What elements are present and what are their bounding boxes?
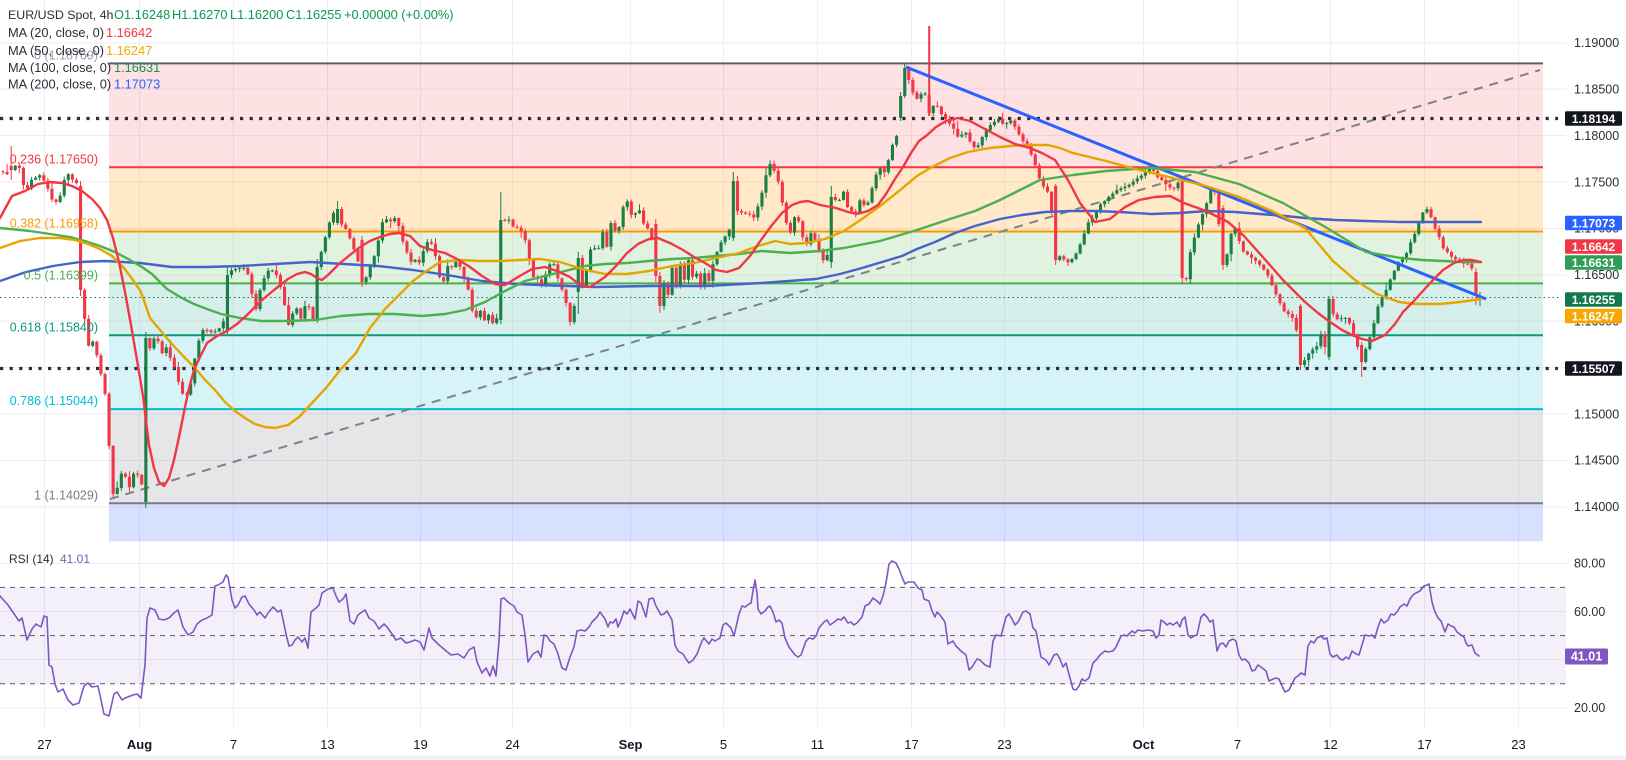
- svg-text:MA (20, close, 0): MA (20, close, 0): [8, 25, 104, 40]
- svg-text:1.18194: 1.18194: [1572, 112, 1616, 126]
- svg-text:MA (200, close, 0): MA (200, close, 0): [8, 77, 111, 92]
- svg-text:41.01: 41.01: [60, 552, 90, 566]
- svg-text:1.16631: 1.16631: [114, 60, 160, 75]
- svg-text:L1.16200: L1.16200: [230, 7, 283, 22]
- svg-text:1.14000: 1.14000: [1574, 500, 1619, 514]
- svg-text:1.18000: 1.18000: [1574, 129, 1619, 143]
- svg-text:1.19000: 1.19000: [1574, 36, 1619, 50]
- svg-text:13: 13: [320, 737, 334, 752]
- svg-text:1.18500: 1.18500: [1574, 83, 1619, 97]
- svg-text:1.15507: 1.15507: [1572, 362, 1616, 376]
- svg-text:12: 12: [1323, 737, 1337, 752]
- svg-text:41.01: 41.01: [1571, 650, 1602, 664]
- svg-text:17: 17: [1417, 737, 1431, 752]
- svg-text:Sep: Sep: [619, 737, 643, 752]
- svg-text:1.16500: 1.16500: [1574, 268, 1619, 282]
- svg-text:1.16255: 1.16255: [1572, 293, 1616, 307]
- svg-text:1.17073: 1.17073: [1572, 216, 1616, 230]
- svg-text:23: 23: [1511, 737, 1525, 752]
- svg-text:H1.16270: H1.16270: [172, 7, 228, 22]
- svg-text:1.17073: 1.17073: [114, 77, 160, 92]
- svg-text:7: 7: [230, 737, 237, 752]
- svg-text:80.00: 80.00: [1574, 557, 1605, 571]
- svg-text:0 (1.18769): 0 (1.18769): [34, 48, 98, 62]
- svg-text:1 (1.14029): 1 (1.14029): [34, 488, 98, 502]
- svg-text:Oct: Oct: [1133, 737, 1155, 752]
- svg-text:0.618 (1.15840): 0.618 (1.15840): [10, 320, 98, 334]
- svg-text:7: 7: [1234, 737, 1241, 752]
- svg-text:11: 11: [811, 737, 825, 752]
- svg-text:23: 23: [997, 737, 1011, 752]
- svg-text:1.16247: 1.16247: [106, 43, 152, 58]
- svg-text:1.16642: 1.16642: [106, 25, 152, 40]
- svg-text:+0.00000 (+0.00%): +0.00000 (+0.00%): [344, 7, 454, 22]
- svg-text:17: 17: [904, 737, 918, 752]
- svg-text:0.786 (1.15044): 0.786 (1.15044): [10, 394, 98, 408]
- svg-text:RSI (14): RSI (14): [9, 552, 54, 566]
- svg-text:1.15000: 1.15000: [1574, 407, 1619, 421]
- svg-text:C1.16255: C1.16255: [286, 7, 342, 22]
- svg-text:1.17500: 1.17500: [1574, 175, 1619, 189]
- svg-text:27: 27: [37, 737, 51, 752]
- svg-text:60.00: 60.00: [1574, 605, 1605, 619]
- svg-text:1.14500: 1.14500: [1574, 454, 1619, 468]
- svg-text:19: 19: [413, 737, 427, 752]
- svg-text:1.16631: 1.16631: [1572, 256, 1616, 270]
- svg-text:MA (100, close, 0): MA (100, close, 0): [8, 60, 111, 75]
- svg-text:5: 5: [720, 737, 727, 752]
- svg-text:EUR/USD Spot, 4h: EUR/USD Spot, 4h: [8, 8, 113, 22]
- svg-text:24: 24: [505, 737, 519, 752]
- svg-text:0.382 (1.16958): 0.382 (1.16958): [10, 217, 98, 231]
- svg-text:MA (50, close, 0): MA (50, close, 0): [8, 43, 104, 58]
- svg-text:0.5 (1.16399): 0.5 (1.16399): [24, 268, 98, 282]
- svg-text:O1.16248: O1.16248: [114, 7, 170, 22]
- svg-text:0.236 (1.17650): 0.236 (1.17650): [10, 152, 98, 166]
- svg-text:1.16642: 1.16642: [1572, 240, 1616, 254]
- svg-text:Aug: Aug: [127, 737, 152, 752]
- svg-text:1.16247: 1.16247: [1572, 309, 1616, 323]
- svg-text:20.00: 20.00: [1574, 701, 1605, 715]
